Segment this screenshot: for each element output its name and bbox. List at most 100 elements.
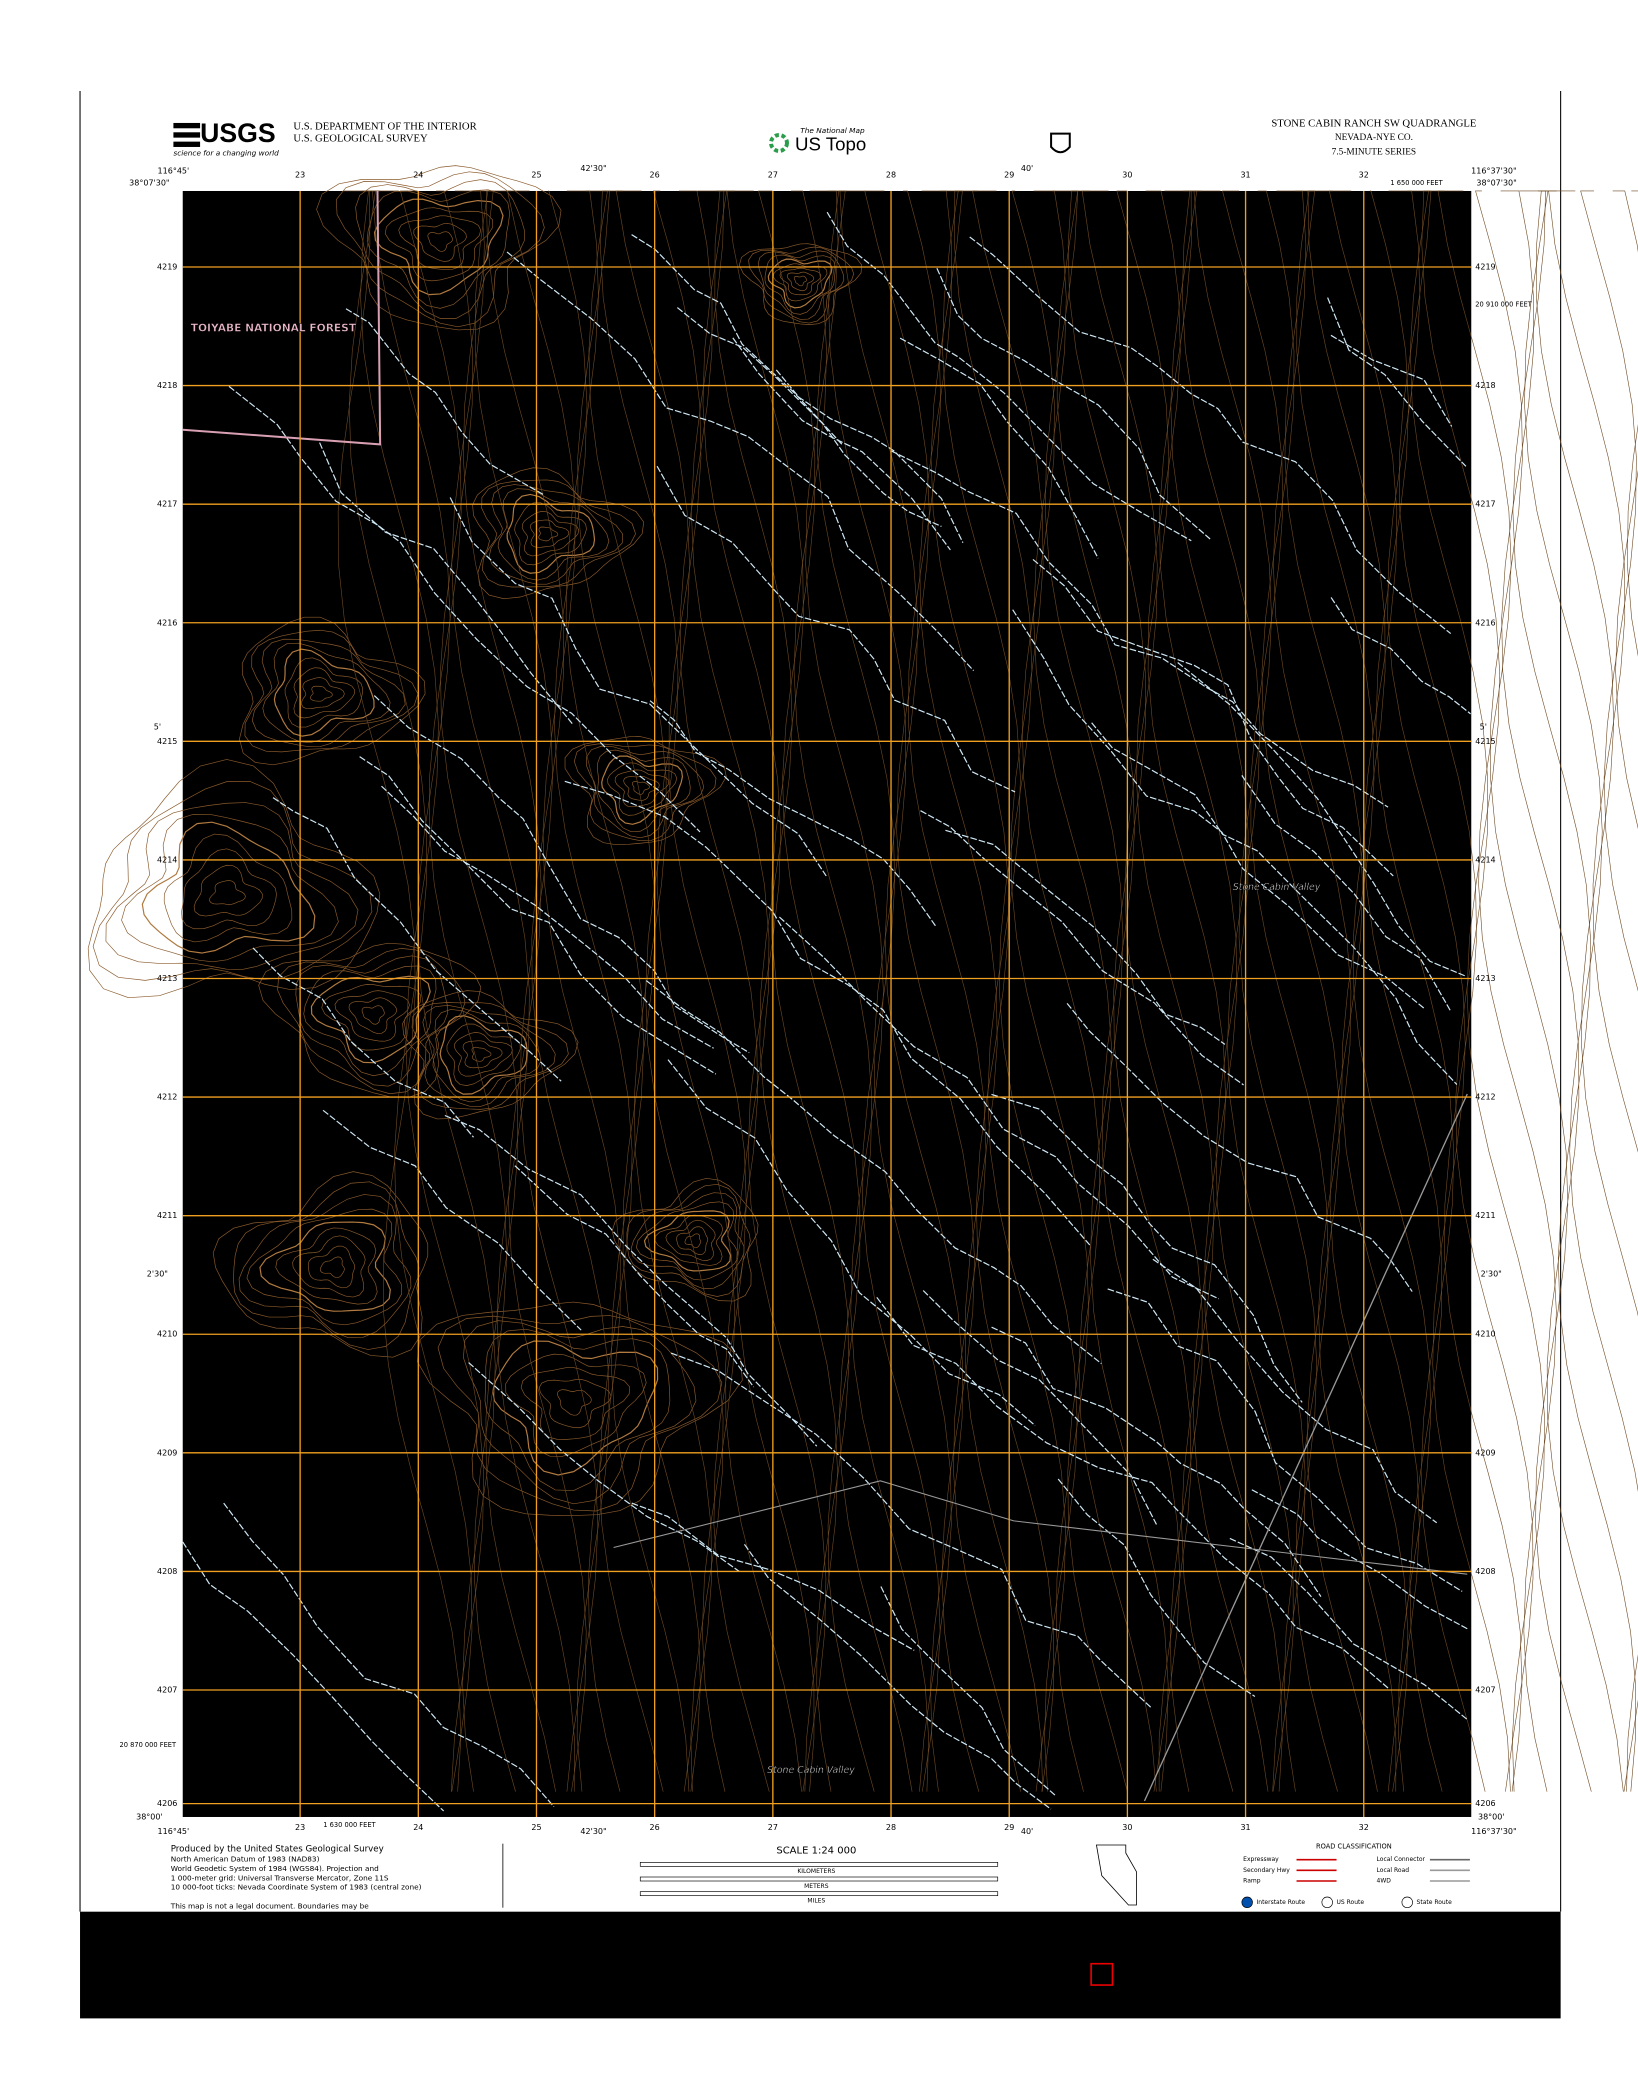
stream	[922, 1290, 1158, 1525]
header: USGS science for a changing world U.S. D…	[173, 118, 1476, 158]
contour	[474, 190, 599, 1792]
corner-label: 116°37'30"	[1471, 1827, 1517, 1836]
contour	[1033, 190, 1157, 1792]
contour	[930, 190, 1054, 1792]
road-label: Local Road	[1377, 1867, 1410, 1874]
contour	[548, 190, 664, 1792]
contour	[321, 984, 422, 1051]
contour	[427, 231, 453, 252]
map-body	[182, 190, 1472, 1817]
contour	[355, 179, 525, 319]
contour	[417, 1301, 743, 1516]
feet-label: 20 870 000 FEET	[120, 1741, 177, 1749]
contour	[258, 942, 482, 1098]
minute-label: 2'30"	[1481, 1270, 1502, 1279]
contour	[497, 488, 610, 581]
northing-label: 4219	[157, 263, 177, 272]
credit: Produced by the United States Geological…	[171, 1844, 384, 1854]
contour	[472, 467, 645, 600]
stream	[991, 1326, 1322, 1597]
contour	[273, 648, 375, 737]
marker	[1090, 1962, 1114, 1986]
contour	[1387, 190, 1511, 1792]
contour	[1536, 190, 1638, 1792]
stream	[1152, 1258, 1438, 1524]
minute-label: 42'30"	[580, 1827, 606, 1836]
contour	[538, 1379, 612, 1429]
contour	[471, 1046, 492, 1062]
contour	[1307, 190, 1432, 1792]
contour	[597, 749, 691, 832]
easting-label: 25	[531, 170, 541, 179]
northing-label: 4212	[157, 1093, 177, 1102]
contour	[310, 685, 333, 702]
contour	[422, 1004, 556, 1107]
contour	[601, 755, 684, 825]
road-label: Ramp	[1243, 1878, 1261, 1885]
contour	[1044, 190, 1169, 1792]
contour	[432, 1009, 542, 1103]
contour	[463, 1320, 697, 1505]
contour	[630, 1192, 745, 1290]
contour	[384, 207, 494, 282]
scale-unit: METERS	[804, 1883, 829, 1890]
contour	[121, 813, 339, 963]
contour	[767, 258, 833, 309]
stream	[1177, 662, 1466, 977]
easting-label: 32	[1359, 170, 1369, 179]
contour	[1116, 190, 1234, 1792]
contour	[586, 745, 705, 839]
contour	[1410, 190, 1534, 1792]
northing-label: 4211	[1475, 1211, 1495, 1220]
northing-label: 4218	[1475, 381, 1495, 390]
credit: World Geodetic System of 1984 (WGS84). P…	[171, 1864, 379, 1873]
bottom-band	[80, 1911, 1561, 2019]
contour	[181, 848, 277, 930]
national-map: The National Map	[800, 126, 865, 135]
scale-title: SCALE 1:24 000	[776, 1845, 856, 1856]
stream	[1330, 334, 1453, 427]
stream	[969, 236, 1452, 635]
stream	[319, 442, 573, 725]
northing-label: 4215	[157, 737, 177, 746]
minute-label: 40'	[1021, 1827, 1033, 1836]
contour	[1056, 190, 1181, 1792]
contour	[739, 243, 863, 325]
easting-label: 31	[1240, 170, 1250, 179]
place-name: Stone Cabin Valley	[1233, 882, 1321, 893]
stream	[1012, 609, 1425, 1009]
minute-label: 42'30"	[580, 164, 606, 173]
corner-label: 116°45'	[158, 1827, 190, 1836]
contour	[1011, 190, 1128, 1792]
contour	[1273, 190, 1397, 1792]
contour	[972, 190, 1089, 1792]
contour	[105, 802, 359, 970]
contour	[506, 493, 596, 574]
contour	[451, 190, 575, 1792]
contour	[348, 997, 398, 1034]
contour	[817, 190, 941, 1792]
easting-label: 30	[1122, 170, 1132, 179]
contour	[1145, 190, 1269, 1792]
road-label: US Route	[1337, 1899, 1365, 1906]
contour	[793, 275, 808, 287]
contour	[492, 1340, 659, 1476]
usgs-logo: USGS	[200, 118, 276, 148]
stream	[449, 497, 827, 877]
contour	[665, 1219, 716, 1261]
corner-label: 38°00'	[1478, 1812, 1505, 1821]
road	[613, 1480, 1468, 1575]
contour	[507, 190, 621, 1792]
northing-label: 4209	[1475, 1448, 1495, 1457]
stream	[826, 211, 1192, 542]
stream	[936, 267, 1211, 540]
contour	[212, 1171, 429, 1358]
stream	[732, 337, 951, 551]
contour	[292, 1235, 366, 1298]
minute-label: 40'	[1021, 164, 1033, 173]
stream	[1327, 297, 1467, 467]
northing-label: 4213	[157, 974, 177, 983]
stream	[1241, 775, 1451, 1012]
scale-unit: KILOMETERS	[797, 1868, 835, 1875]
contour	[360, 190, 484, 1792]
